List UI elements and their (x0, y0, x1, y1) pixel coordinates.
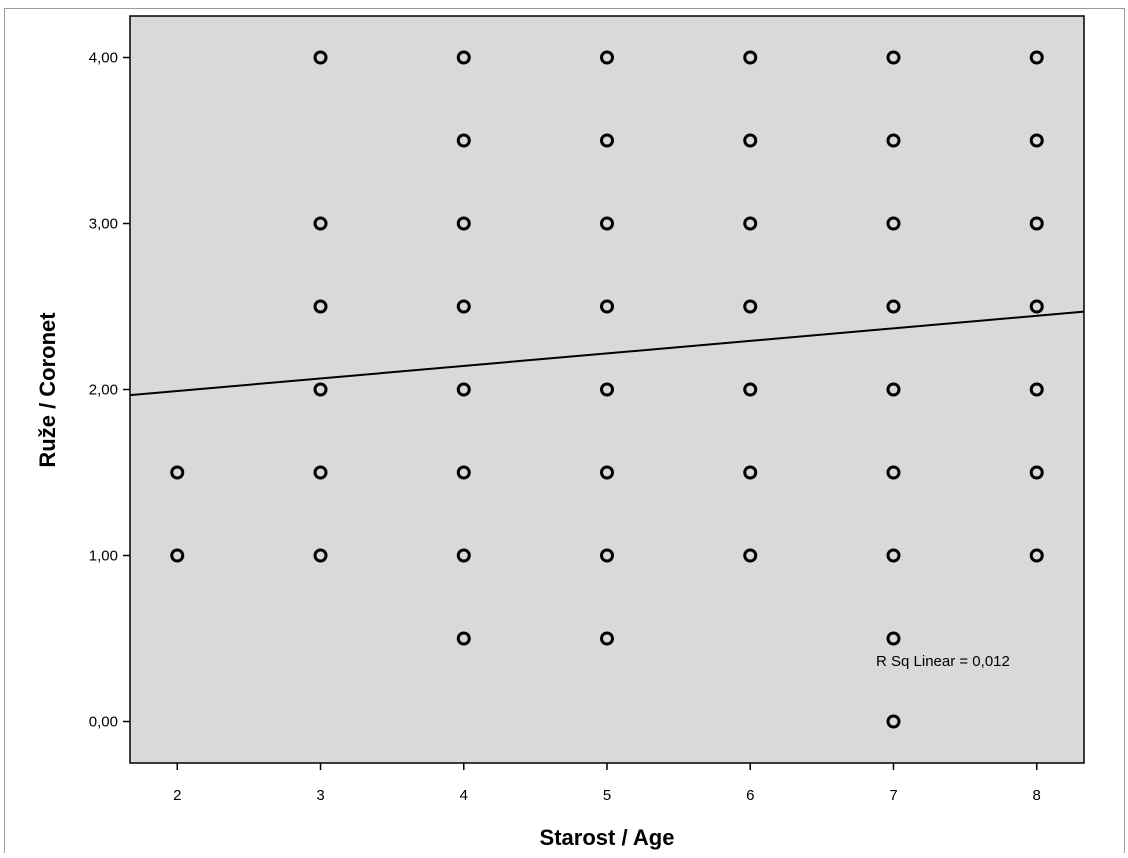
data-point (456, 216, 471, 231)
data-point (1029, 216, 1044, 231)
y-tick-label: 1,00 (89, 548, 118, 565)
data-point (886, 133, 901, 148)
data-point (313, 465, 328, 480)
data-point (600, 631, 614, 646)
data-point (886, 714, 901, 729)
x-tick-label: 4 (460, 787, 468, 804)
data-point (456, 133, 471, 148)
data-point (886, 548, 901, 563)
fit-line-layer (129, 310, 1085, 397)
data-point (600, 465, 614, 480)
y-tick-label: 3,00 (89, 216, 118, 233)
data-point (313, 382, 328, 397)
x-tick-label: 7 (889, 787, 897, 804)
data-point (600, 133, 614, 148)
data-point (1029, 548, 1044, 563)
data-point (1029, 50, 1044, 65)
plot-area (129, 15, 1085, 764)
x-axis: 2 3 4 5 6 7 8 (173, 763, 1041, 804)
data-point (456, 382, 471, 397)
data-point (313, 299, 328, 314)
data-point (886, 216, 901, 231)
data-point (170, 465, 185, 480)
data-point (743, 465, 758, 480)
data-point (600, 548, 614, 563)
x-tick-label: 2 (173, 787, 181, 804)
x-axis-title: Starost / Age (540, 825, 675, 850)
data-point (743, 50, 758, 65)
r-squared-annotation: R Sq Linear = 0,012 (876, 653, 1010, 670)
regression-line (129, 310, 1085, 397)
data-point (313, 216, 328, 231)
y-tick-label: 4,00 (89, 50, 118, 67)
data-point (1029, 465, 1044, 480)
y-tick-label: 0,00 (89, 714, 118, 731)
data-point (743, 548, 758, 563)
data-point (743, 299, 758, 314)
y-axis: 0,00 1,00 2,00 3,00 4,00 (89, 50, 130, 731)
data-point (456, 465, 471, 480)
data-point (743, 216, 758, 231)
points-layer (170, 50, 1044, 729)
data-point (600, 382, 614, 397)
data-point (1029, 133, 1044, 148)
data-point (1029, 299, 1044, 314)
data-point (886, 382, 901, 397)
x-tick-label: 6 (746, 787, 754, 804)
data-point (600, 50, 614, 65)
data-point (886, 465, 901, 480)
x-tick-label: 5 (603, 787, 611, 804)
y-tick-label: 2,00 (89, 382, 118, 399)
data-point (600, 216, 614, 231)
x-tick-label: 3 (316, 787, 324, 804)
y-axis-title: Ruže / Coronet (35, 312, 60, 468)
data-point (600, 299, 614, 314)
data-point (743, 382, 758, 397)
data-point (313, 548, 328, 563)
data-point (1029, 382, 1044, 397)
data-point (456, 299, 471, 314)
data-point (886, 631, 901, 646)
data-point (456, 631, 471, 646)
x-tick-label: 8 (1033, 787, 1041, 804)
data-point (456, 548, 471, 563)
data-point (456, 50, 471, 65)
data-point (170, 548, 185, 563)
data-point (886, 50, 901, 65)
data-point (886, 299, 901, 314)
data-point (743, 133, 758, 148)
data-point (313, 50, 328, 65)
